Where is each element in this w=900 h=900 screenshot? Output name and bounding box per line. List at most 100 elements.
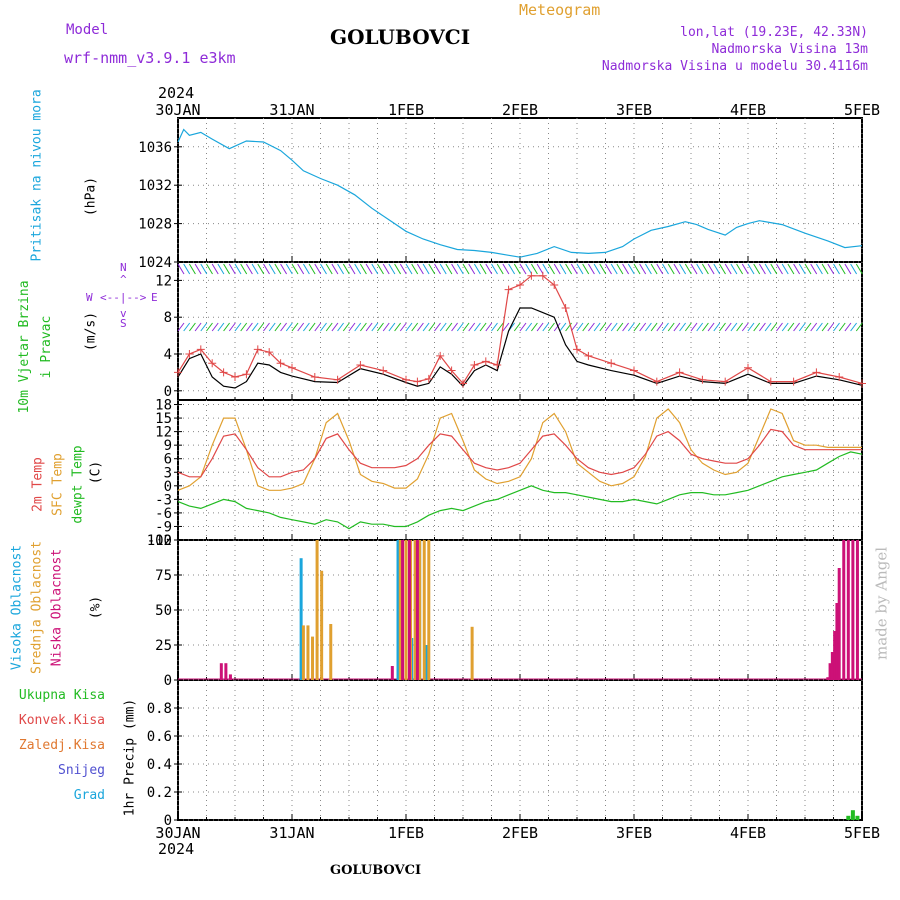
high-cloud-bar [299,558,303,680]
wind-dir-mark [730,322,738,332]
wind-dir-mark [177,322,185,332]
wind-dir-mark [428,263,436,275]
wind-gust-marker [584,351,593,360]
wind-dir-mark [576,322,584,332]
wind-dir-mark [228,263,236,275]
wind-gust-marker [379,366,388,375]
low-cloud-bar [224,663,228,680]
wind-dir-mark [559,263,567,275]
y-tick-label: 100 [147,533,172,549]
wind-dir-mark [787,322,795,332]
wind-dir-mark [491,263,498,275]
wind-dir-mark [371,263,379,275]
y-tick-label: 75 [155,568,172,584]
wind-dir-mark [610,263,618,275]
compass-n: N [120,261,127,274]
low-cloud-bar [826,677,830,680]
wind-dir-mark [342,263,350,275]
mid-cloud-bar [301,625,305,680]
wind-dir-mark [627,263,635,275]
wind-dir-mark [183,322,191,332]
wind-dir-mark [838,263,846,275]
wind-dir-mark [747,322,755,332]
wind-dir-mark [331,263,339,275]
wind-dir-mark [320,263,327,275]
wind-dir-mark [536,263,544,275]
wind-dir-mark [610,322,618,332]
wind-dir-mark [736,322,743,332]
wind-dir-mark [753,322,761,332]
wind-dir-mark [616,322,624,332]
wind-dir-mark [451,263,459,275]
wind-dir-mark [713,263,721,275]
wind-gust-marker [276,359,285,368]
wind-dir-mark [525,322,533,332]
mid-cloud-bar [422,540,426,680]
wind-gust-marker [242,370,251,379]
wind-dir-mark [462,263,470,275]
y-tick-label: 0.6 [147,729,172,745]
wind-dir-mark [468,322,476,332]
wind-dir-mark [359,263,367,275]
wind-dir-mark [690,322,698,332]
wind-gust-marker [447,366,456,375]
wind-dir-mark [605,322,612,332]
low-cloud-bar [415,540,419,680]
wind-dir-mark [759,322,766,332]
wind-dir-mark [416,322,424,332]
x-tick-label-bottom: 31JAN [269,824,314,842]
low-cloud-bar [830,652,834,680]
wind-gust-marker [550,281,559,289]
x-tick-label-top: 5FEB [844,101,880,119]
wind-gust-marker [208,359,217,368]
wind-dir-mark [798,263,806,275]
wind-dir-mark [485,322,493,332]
low-cloud-bar [833,631,837,680]
wind-dir-mark [850,263,858,275]
wind-gust-marker [573,345,581,354]
wind-dir-mark [741,322,749,332]
wind-dir-mark [855,322,863,332]
y-tick-label: 0.8 [147,701,172,717]
wind-dir-mark [263,322,270,332]
year-bottom: 2024 [158,840,195,858]
wind-gust-marker [504,285,513,294]
wind-dir-mark [456,263,464,275]
wind-dir-mark [679,263,687,275]
wind-dir-mark [639,322,647,332]
wind-dir-mark [268,322,276,332]
year-top: 2024 [158,84,195,102]
wind-dir-mark [245,263,253,275]
wind-dir-mark [502,322,510,332]
wind-dir-mark [291,263,299,275]
wind-dir-mark [297,263,305,275]
x-tick-label-top: 4FEB [730,101,766,119]
wind-dir-mark [399,263,407,275]
y-tick-label: -6 [155,506,172,522]
wind-dir-mark [240,263,248,275]
wind-dir-mark [468,263,476,275]
wind-dir-mark [815,263,823,275]
wind-dir-mark [684,322,692,332]
wind-dir-mark [314,263,322,275]
wind-dir-mark [645,322,652,332]
wind-dir-mark [302,263,310,275]
low-cloud-bar [390,666,394,680]
low-cloud-bar [219,663,223,680]
wind-dir-mark [297,322,305,332]
mid-cloud-bar [418,540,422,680]
wind-gust-marker [174,368,182,377]
wind-gust-marker [538,271,547,280]
wind-dir-mark [770,322,778,332]
wind-dir-mark [285,322,293,332]
wind-dir-mark [758,263,766,275]
wind-dir-mark [781,322,789,332]
wind-dir-mark [633,322,641,332]
y-tick-label: 1032 [138,178,172,194]
wind-dir-mark [188,322,196,332]
wind-gust-marker [333,375,342,384]
y-tick-label: 0 [164,673,172,689]
x-tick-label-bottom: 2FEB [502,824,538,842]
wind-dir-mark [599,322,607,332]
wind-gust-marker [402,375,410,384]
